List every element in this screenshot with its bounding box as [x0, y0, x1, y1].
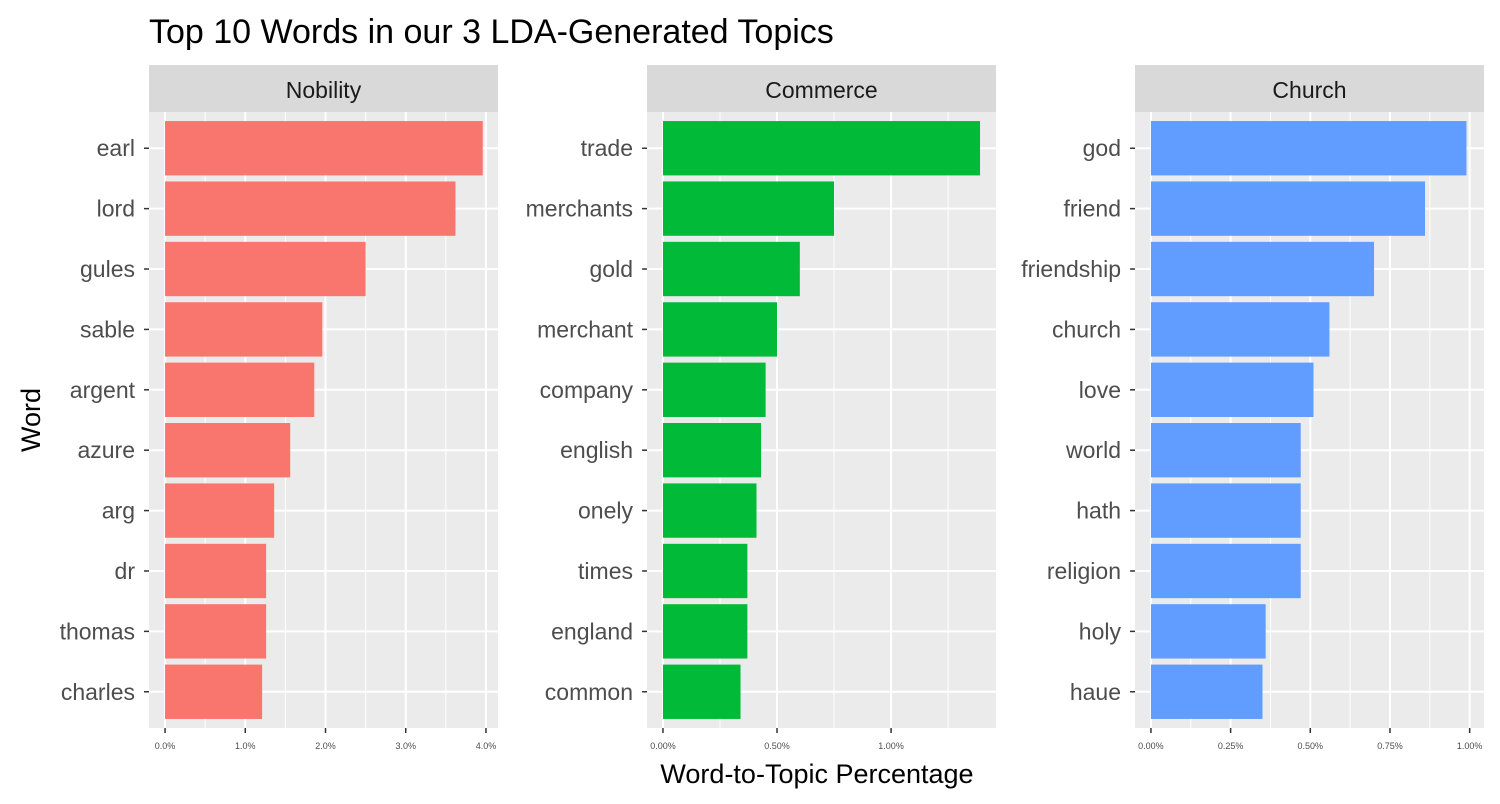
y-tick-label: times [578, 558, 633, 584]
x-tick-label: 0.0% [155, 741, 176, 751]
y-tick-label: charles [61, 679, 135, 705]
bar-nobility-argent [165, 362, 315, 417]
y-tick-label: gules [80, 256, 135, 282]
bar-nobility-dr [165, 543, 267, 599]
bar-commerce-common [662, 664, 741, 719]
bar-church-love [1150, 362, 1314, 417]
x-tick-label: 1.00% [1457, 741, 1483, 751]
y-tick-label: thomas [60, 618, 135, 644]
bar-commerce-merchant [662, 302, 778, 357]
bar-nobility-arg [165, 483, 275, 538]
x-tick-label: 1.0% [235, 741, 256, 751]
y-tick-label: god [1083, 135, 1121, 161]
bar-church-god [1150, 121, 1467, 176]
facet-label-nobility: Nobility [286, 77, 362, 103]
bar-commerce-england [662, 604, 748, 659]
bar-church-church [1150, 302, 1330, 357]
y-tick-label: earl [97, 135, 135, 161]
y-tick-label: england [551, 618, 633, 644]
y-tick-label: merchants [526, 196, 633, 222]
bar-commerce-english [662, 423, 762, 478]
y-tick-label: argent [70, 377, 136, 403]
y-tick-label: friendship [1021, 256, 1121, 282]
bar-commerce-company [662, 362, 766, 417]
chart-title: Top 10 Words in our 3 LDA-Generated Topi… [149, 13, 834, 51]
y-tick-label: friend [1063, 196, 1121, 222]
facet-strip-nobility [149, 65, 498, 112]
x-tick-label: 2.0% [315, 741, 336, 751]
y-tick-label: arg [102, 498, 135, 524]
bar-nobility-sable [165, 302, 323, 357]
y-tick-label: sable [80, 316, 135, 342]
bar-church-haue [1150, 664, 1263, 719]
y-tick-label: company [540, 377, 634, 403]
facet-nobility: Nobility earl lord gules sable argent azure arg… [60, 65, 498, 751]
y-tick-label: holy [1079, 618, 1122, 644]
bar-commerce-onely [662, 483, 757, 538]
y-tick-label: lord [97, 196, 135, 222]
bar-nobility-azure [165, 423, 291, 478]
facet-strip-commerce [647, 65, 996, 112]
y-tick-label: azure [77, 437, 135, 463]
y-axis-title: Word [16, 388, 46, 452]
facet-commerce: Commerce trade merchants gold merchant compan… [526, 65, 996, 751]
y-tick-label: common [545, 679, 633, 705]
bar-nobility-gules [165, 241, 366, 297]
facet-church: Church god friend friendship church love world… [1021, 65, 1484, 751]
bar-nobility-charles [165, 664, 263, 719]
y-tick-label: trade [581, 135, 633, 161]
bar-church-friend [1150, 181, 1426, 236]
bar-nobility-lord [165, 181, 456, 236]
facet-label-church: Church [1272, 77, 1346, 103]
bar-commerce-merchants [662, 181, 835, 236]
bar-commerce-times [662, 543, 748, 599]
y-tick-label: dr [115, 558, 136, 584]
y-tick-label: church [1052, 316, 1121, 342]
x-tick-label: 3.0% [395, 741, 416, 751]
bar-commerce-trade [662, 121, 981, 176]
bar-nobility-earl [165, 121, 483, 176]
x-tick-label: 0.00% [1138, 741, 1164, 751]
x-tick-label: 0.25% [1218, 741, 1244, 751]
x-tick-label: 1.00% [878, 741, 904, 751]
y-tick-label: gold [590, 256, 633, 282]
facet-label-commerce: Commerce [765, 77, 877, 103]
y-tick-label: love [1079, 377, 1121, 403]
x-axis-title: Word-to-Topic Percentage [660, 759, 973, 789]
y-tick-label: merchant [537, 316, 633, 342]
y-tick-label: world [1065, 437, 1121, 463]
facet-panels: Nobility earl lord gules sable argent azure arg… [60, 65, 1484, 751]
x-tick-label: 0.50% [764, 741, 790, 751]
bar-church-friendship [1150, 241, 1375, 297]
bar-church-religion [1150, 543, 1301, 599]
facet-strip-church [1135, 65, 1484, 112]
x-tick-label: 0.75% [1377, 741, 1403, 751]
y-tick-label: religion [1047, 558, 1121, 584]
x-tick-label: 4.0% [476, 741, 497, 751]
y-tick-label: english [560, 437, 633, 463]
x-tick-label: 0.00% [650, 741, 676, 751]
y-tick-label: onely [578, 498, 633, 524]
y-tick-label: hath [1076, 498, 1121, 524]
y-tick-label: haue [1070, 679, 1121, 705]
bar-nobility-thomas [165, 604, 267, 659]
bar-commerce-gold [662, 241, 800, 297]
bar-church-hath [1150, 483, 1301, 538]
bar-church-world [1150, 423, 1301, 478]
x-tick-label: 0.50% [1298, 741, 1324, 751]
bar-church-holy [1150, 604, 1266, 659]
